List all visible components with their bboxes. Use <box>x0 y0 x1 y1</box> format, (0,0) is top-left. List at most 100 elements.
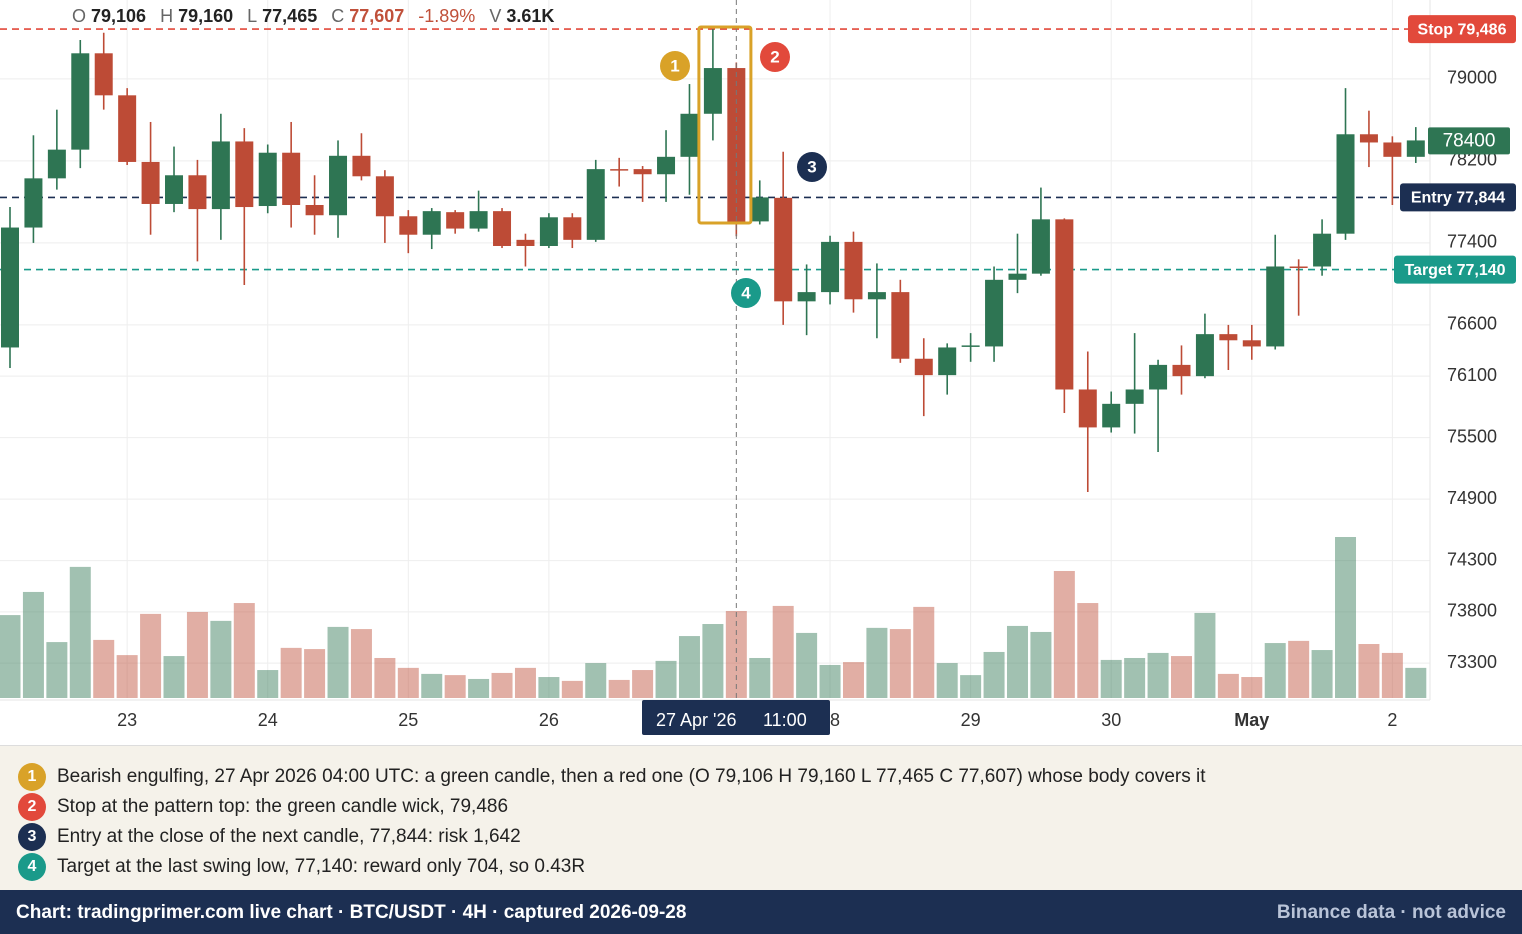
x-tick-label: 23 <box>117 710 137 730</box>
volume-bar <box>233 603 255 698</box>
volume-bar <box>866 627 888 698</box>
volume-bar <box>538 677 560 698</box>
candle-body <box>844 241 863 300</box>
crosshair-time: 11:00 <box>763 710 807 730</box>
marker-number: 4 <box>741 283 751 302</box>
candle-body <box>797 292 816 302</box>
volume-bar <box>514 667 536 698</box>
volume-bar <box>1194 612 1216 698</box>
candle-body <box>1313 233 1332 267</box>
marker-badge <box>660 51 690 81</box>
volume-bar <box>397 667 419 698</box>
x-tick-label: May <box>1234 710 1269 730</box>
candle-body <box>235 141 254 208</box>
candle-body <box>493 211 512 246</box>
volume-bar <box>304 649 326 698</box>
marker-number: 1 <box>670 56 679 75</box>
note-badge: 2 <box>18 793 46 821</box>
marker-badge <box>760 42 790 72</box>
candle-body <box>399 216 418 235</box>
candle-body <box>141 161 160 204</box>
candle-body <box>657 156 676 175</box>
candle-body <box>891 292 910 359</box>
header-value: 77,607 <box>349 6 404 26</box>
y-tick-label: 78200 <box>1447 150 1497 170</box>
notes-panel: 1 Bearish engulfing, 27 Apr 2026 04:00 UT… <box>0 745 1522 890</box>
candle-body <box>750 197 769 222</box>
volume-bar <box>116 655 138 698</box>
volume-bar <box>1264 643 1286 698</box>
volume-bar <box>46 642 68 698</box>
y-tick-label: 77400 <box>1447 232 1497 252</box>
candle-body <box>985 279 1004 347</box>
volume-bar <box>186 611 208 698</box>
volume-bar <box>796 632 818 698</box>
volume-bar <box>374 657 396 698</box>
volume-bar <box>257 670 279 698</box>
candle-body <box>258 152 277 207</box>
volume-bar <box>1335 537 1357 698</box>
marker-badge <box>797 152 827 182</box>
note-text: Target at the last swing low, 77,140: re… <box>57 856 586 877</box>
volume-bar <box>1100 659 1122 698</box>
volume-bar <box>608 679 630 698</box>
volume-bar <box>960 675 982 698</box>
volume-bar <box>632 670 654 698</box>
candle-body <box>47 149 66 179</box>
candle-body <box>539 217 558 246</box>
candle-body <box>94 53 113 96</box>
candle-body <box>586 169 605 240</box>
level-label: Entry 77,844 <box>1411 190 1505 207</box>
volume-bar <box>1288 640 1310 698</box>
candle-body <box>703 68 722 114</box>
x-tick-label: 26 <box>539 710 559 730</box>
x-tick-label: 29 <box>961 710 981 730</box>
volume-bar <box>1358 644 1380 698</box>
candle-body <box>1195 334 1214 377</box>
volume-bar <box>889 629 911 698</box>
note: 4 Target at the last swing low, 77,140: r… <box>18 852 585 882</box>
header-value: 3.61K <box>506 6 554 26</box>
note-text: Stop at the pattern top: the green candl… <box>57 796 509 817</box>
crosshair-label-box <box>642 700 830 735</box>
candle-body <box>1125 389 1144 404</box>
header-key: H <box>160 6 173 26</box>
volume-bar <box>772 605 794 698</box>
volume-bar <box>327 626 349 698</box>
candle-body <box>633 169 652 175</box>
x-tick-label: 24 <box>258 710 278 730</box>
candle-body <box>1219 334 1238 341</box>
header-key: V <box>489 6 501 26</box>
volume-bar <box>22 591 44 698</box>
candle-body <box>211 141 230 210</box>
candle-body <box>1406 140 1425 157</box>
candle-body <box>774 197 793 302</box>
candle-body <box>1266 266 1285 347</box>
candle-body <box>446 212 465 229</box>
candle-body <box>165 175 184 204</box>
level-label-box <box>1400 183 1516 212</box>
candle-body <box>1383 142 1402 157</box>
note-badge: 1 <box>18 763 46 791</box>
candle-body <box>24 178 43 228</box>
volume-bar <box>69 566 91 698</box>
volume-bar <box>1381 652 1403 698</box>
volume-bar <box>1147 652 1169 698</box>
header-key: L <box>247 6 257 26</box>
y-tick-label: 79000 <box>1447 68 1497 88</box>
candle-body <box>422 211 441 235</box>
footer-source: Chart: tradingprimer.com live chart · BT… <box>16 902 687 923</box>
x-tick-label: 25 <box>398 710 418 730</box>
header-key: O <box>72 6 86 26</box>
note-text: Bearish engulfing, 27 Apr 2026 04:00 UTC… <box>57 766 1206 787</box>
volume-bar <box>1405 667 1427 698</box>
volume-bar <box>936 663 958 698</box>
candle-body <box>329 155 348 216</box>
price-axis-background <box>1430 0 1522 700</box>
volume-bar <box>1171 656 1192 698</box>
volume-bar <box>468 678 490 698</box>
header-value: -1.89% <box>418 6 475 26</box>
y-tick-label: 74300 <box>1447 549 1497 569</box>
volume-bar <box>444 675 466 698</box>
